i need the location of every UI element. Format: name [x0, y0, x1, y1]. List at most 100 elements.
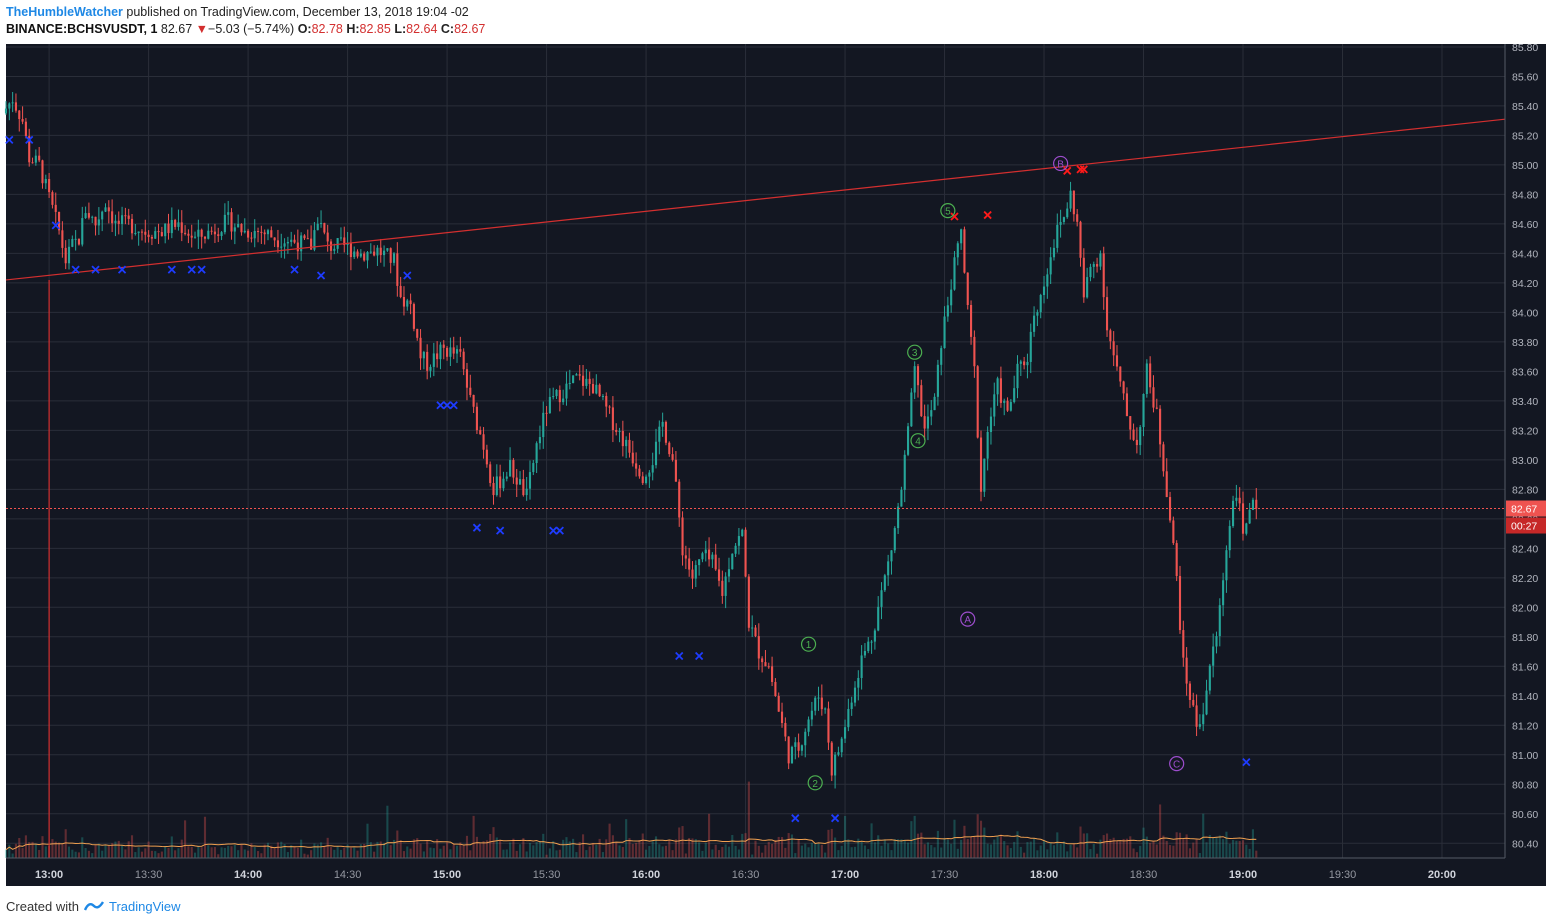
candle-body[interactable] [668, 442, 671, 455]
candle-body[interactable] [203, 236, 207, 239]
candle-body[interactable] [843, 727, 847, 739]
candle-body[interactable] [1105, 297, 1109, 331]
candle-body[interactable] [887, 561, 890, 576]
candle-body[interactable] [286, 241, 289, 244]
candle-body[interactable] [794, 742, 797, 747]
candle-body[interactable] [439, 344, 442, 360]
candle-body[interactable] [154, 231, 157, 239]
candle-body[interactable] [177, 222, 180, 227]
candle-body[interactable] [353, 251, 356, 258]
candle-body[interactable] [28, 136, 31, 163]
candle-body[interactable] [187, 233, 190, 236]
candle-body[interactable] [339, 237, 343, 239]
candle-body[interactable] [429, 366, 432, 371]
candle-body[interactable] [193, 236, 197, 238]
candle-body[interactable] [326, 232, 329, 242]
candle-body[interactable] [280, 246, 283, 248]
candle-body[interactable] [180, 222, 183, 233]
candle-body[interactable] [698, 559, 701, 566]
candle-body[interactable] [363, 253, 366, 261]
candle-body[interactable] [1119, 366, 1122, 382]
candle-body[interactable] [575, 374, 578, 376]
candle-body[interactable] [442, 344, 445, 348]
candle-body[interactable] [1205, 690, 1208, 715]
candle-body[interactable] [485, 449, 488, 465]
candle-body[interactable] [1082, 257, 1085, 298]
candle-body[interactable] [260, 231, 263, 233]
candle-body[interactable] [167, 223, 170, 234]
candle-body[interactable] [150, 236, 153, 239]
candle-body[interactable] [67, 246, 71, 264]
candle-body[interactable] [11, 102, 14, 104]
candle-body[interactable] [943, 316, 946, 349]
candle-body[interactable] [462, 351, 465, 370]
candle-body[interactable] [615, 430, 618, 432]
candle-body[interactable] [1238, 497, 1241, 504]
candle-body[interactable] [694, 565, 697, 579]
candle-body[interactable] [160, 232, 163, 237]
candle-body[interactable] [645, 476, 648, 484]
candle-body[interactable] [220, 232, 223, 236]
candle-body[interactable] [751, 627, 754, 629]
candle-body[interactable] [489, 464, 492, 483]
candle-body[interactable] [81, 218, 84, 245]
candle-body[interactable] [671, 454, 674, 460]
candle-body[interactable] [635, 463, 638, 469]
candle-body[interactable] [910, 392, 913, 427]
candle-body[interactable] [283, 243, 286, 247]
candle-body[interactable] [432, 353, 435, 367]
tradingview-brand[interactable]: TradingView [108, 898, 181, 914]
candle-body[interactable] [893, 528, 896, 551]
candle-body[interactable] [986, 431, 989, 459]
candle-body[interactable] [535, 443, 538, 464]
candle-body[interactable] [761, 658, 764, 663]
candle-body[interactable] [1109, 330, 1112, 342]
candle-body[interactable] [373, 251, 376, 256]
candle-body[interactable] [724, 576, 727, 596]
candle-body[interactable] [913, 366, 916, 393]
candle-body[interactable] [611, 407, 614, 431]
candle-body[interactable] [343, 237, 346, 245]
candle-body[interactable] [44, 178, 47, 184]
candle-body[interactable] [880, 590, 883, 607]
candle-body[interactable] [784, 723, 787, 737]
candle-body[interactable] [744, 529, 747, 577]
candle-body[interactable] [1228, 526, 1231, 551]
candle-body[interactable] [256, 230, 260, 232]
candle-body[interactable] [323, 222, 326, 233]
candle-body[interactable] [1152, 387, 1155, 408]
candle-body[interactable] [1192, 699, 1195, 706]
candle-body[interactable] [814, 697, 817, 711]
candle-body[interactable] [906, 426, 910, 455]
candle-body[interactable] [210, 230, 213, 232]
candle-body[interactable] [654, 441, 658, 466]
candle-body[interactable] [1046, 274, 1049, 287]
candle-body[interactable] [757, 636, 760, 659]
candle-body[interactable] [479, 430, 482, 435]
candle-body[interactable] [807, 719, 810, 732]
candle-body[interactable] [674, 459, 677, 482]
candle-body[interactable] [217, 234, 220, 236]
candle-body[interactable] [1033, 315, 1036, 332]
candle-body[interactable] [396, 253, 399, 286]
candle-body[interactable] [979, 437, 983, 492]
author-link[interactable]: TheHumbleWatcher [6, 5, 123, 19]
candle-body[interactable] [963, 229, 966, 273]
candle-body[interactable] [61, 230, 64, 248]
candle-body[interactable] [1231, 500, 1235, 527]
candle-body[interactable] [200, 229, 203, 237]
candle-body[interactable] [787, 736, 790, 764]
candle-body[interactable] [276, 240, 280, 248]
candle-body[interactable] [356, 251, 359, 257]
candle-body[interactable] [850, 702, 853, 709]
candle-body[interactable] [130, 218, 134, 234]
candle-body[interactable] [1165, 471, 1168, 498]
candle-body[interactable] [465, 369, 469, 388]
candle-body[interactable] [329, 241, 333, 251]
candle-body[interactable] [1059, 221, 1062, 225]
candle-body[interactable] [817, 697, 820, 699]
candle-body[interactable] [940, 348, 943, 365]
candle-body[interactable] [303, 235, 306, 239]
candle-body[interactable] [389, 248, 392, 263]
candle-body[interactable] [1162, 444, 1165, 472]
